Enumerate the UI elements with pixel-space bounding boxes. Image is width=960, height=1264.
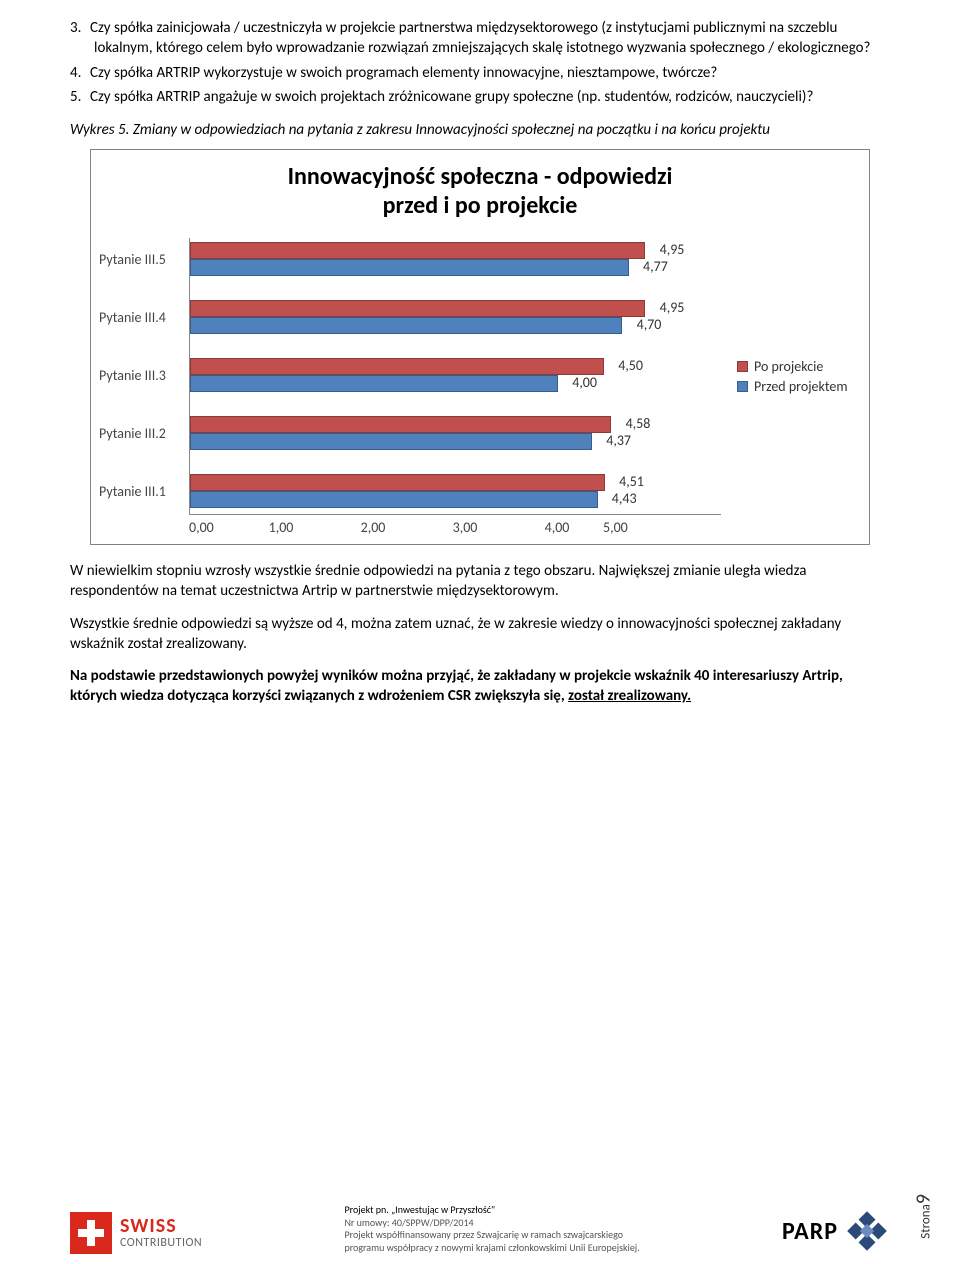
footer-line: Projekt pn. „Inwestując w Przyszłość" [344, 1204, 639, 1217]
paragraph: W niewielkim stopniu wzrosły wszystkie ś… [70, 561, 890, 602]
chart-title-line2: przed i po projekcie [99, 191, 861, 220]
x-tick-label: 3,00 [419, 519, 511, 536]
bar-chart: Innowacyjność społeczna - odpowiedzi prz… [90, 149, 870, 545]
swiss-flag-icon [70, 1212, 112, 1254]
x-tick-label: 4,00 [511, 519, 603, 536]
bar-pair: 4,584,37 [190, 392, 721, 450]
chart-title: Innowacyjność społeczna - odpowiedzi prz… [99, 162, 861, 220]
chart-title-line1: Innowacyjność społeczna - odpowiedzi [99, 162, 861, 191]
page-number: Strona9 [912, 1194, 936, 1239]
bar-value-label: 4,58 [626, 415, 651, 432]
item-number: 3. [70, 18, 90, 38]
x-axis-ticks: 0,001,002,003,004,005,00 [189, 519, 721, 536]
bar-po: 4,95 [190, 242, 645, 259]
bar-value-label: 4,00 [572, 374, 597, 391]
parp-diamond-icon [844, 1208, 890, 1254]
footer-line: Projekt współfinansowany przez Szwajcari… [344, 1229, 639, 1242]
paragraph: Wszystkie średnie odpowiedzi są wyższe o… [70, 614, 890, 655]
item-text: Czy spółka ARTRIP wykorzystuje w swoich … [90, 64, 717, 82]
bar-value-label: 4,51 [619, 473, 644, 490]
bar-po: 4,58 [190, 416, 611, 433]
list-item: 5.Czy spółka ARTRIP angażuje w swoich pr… [94, 87, 890, 107]
bar-po: 4,50 [190, 358, 604, 375]
y-tick-label: Pytanie III.5 [99, 238, 189, 276]
swiss-text-2: CONTRIBUTION [120, 1236, 202, 1250]
footer-line: programu współpracy z nowymi krajami czł… [344, 1242, 639, 1255]
x-tick-label: 5,00 [603, 519, 699, 536]
legend-label: Po projekcie [754, 358, 823, 375]
bar-pair: 4,954,77 [190, 238, 721, 276]
bar-przed: 4,77 [190, 259, 629, 276]
legend-swatch-red [737, 361, 748, 372]
bar-pair: 4,954,70 [190, 276, 721, 334]
plot-area: 4,954,774,954,704,504,004,584,374,514,43 [189, 238, 721, 515]
x-tick-label: 0,00 [189, 519, 235, 536]
x-tick-label: 1,00 [235, 519, 327, 536]
bold-text: Na podstawie przedstawionych powyżej wyn… [70, 667, 843, 705]
bar-value-label: 4,50 [618, 357, 643, 374]
underlined-text: został zrealizowany. [568, 687, 691, 705]
bar-pair: 4,514,43 [190, 450, 721, 508]
item-number: 5. [70, 87, 90, 107]
y-tick-label: Pytanie III.2 [99, 392, 189, 450]
item-text: Czy spółka zainicjowała / uczestniczyła … [90, 19, 871, 57]
page-footer: SWISS CONTRIBUTION Projekt pn. „Inwestuj… [70, 1204, 890, 1254]
bar-value-label: 4,95 [660, 241, 685, 258]
list-item: 3.Czy spółka zainicjowała / uczestniczył… [94, 18, 890, 59]
bar-value-label: 4,37 [606, 432, 631, 449]
question-list: 3.Czy spółka zainicjowała / uczestniczył… [70, 18, 890, 107]
bar-value-label: 4,77 [643, 258, 668, 275]
paragraph-bold: Na podstawie przedstawionych powyżej wyn… [70, 666, 890, 707]
legend-item-przed: Przed projektem [737, 378, 861, 395]
swiss-text-1: SWISS [120, 1216, 202, 1236]
item-number: 4. [70, 63, 90, 83]
bar-value-label: 4,70 [637, 316, 662, 333]
page-digit: 9 [912, 1194, 936, 1204]
item-text: Czy spółka ARTRIP angażuje w swoich proj… [90, 88, 813, 106]
bar-pair: 4,504,00 [190, 334, 721, 392]
bar-po: 4,51 [190, 474, 605, 491]
list-item: 4.Czy spółka ARTRIP wykorzystuje w swoic… [94, 63, 890, 83]
y-tick-label: Pytanie III.3 [99, 334, 189, 392]
bar-value-label: 4,95 [660, 299, 685, 316]
swiss-contribution-logo: SWISS CONTRIBUTION [70, 1212, 202, 1254]
x-tick-label: 2,00 [327, 519, 419, 536]
bar-przed: 4,37 [190, 433, 592, 450]
legend-swatch-blue [737, 381, 748, 392]
y-axis-labels: Pytanie III.5Pytanie III.4Pytanie III.3P… [99, 238, 189, 514]
legend-label: Przed projektem [754, 378, 848, 395]
bar-po: 4,95 [190, 300, 645, 317]
chart-caption: Wykres 5. Zmiany w odpowiedziach na pyta… [70, 121, 890, 139]
page-label: Strona [919, 1204, 934, 1239]
parp-text: PARP [782, 1217, 838, 1246]
bar-przed: 4,70 [190, 317, 622, 334]
legend-item-po: Po projekcie [737, 358, 861, 375]
bar-value-label: 4,43 [612, 490, 637, 507]
bar-przed: 4,00 [190, 375, 558, 392]
y-tick-label: Pytanie III.1 [99, 450, 189, 508]
footer-project-info: Projekt pn. „Inwestując w Przyszłość" Nr… [344, 1204, 639, 1254]
chart-legend: Po projekcie Przed projektem [721, 355, 861, 398]
y-tick-label: Pytanie III.4 [99, 276, 189, 334]
bar-przed: 4,43 [190, 491, 598, 508]
parp-logo: PARP [782, 1208, 890, 1254]
